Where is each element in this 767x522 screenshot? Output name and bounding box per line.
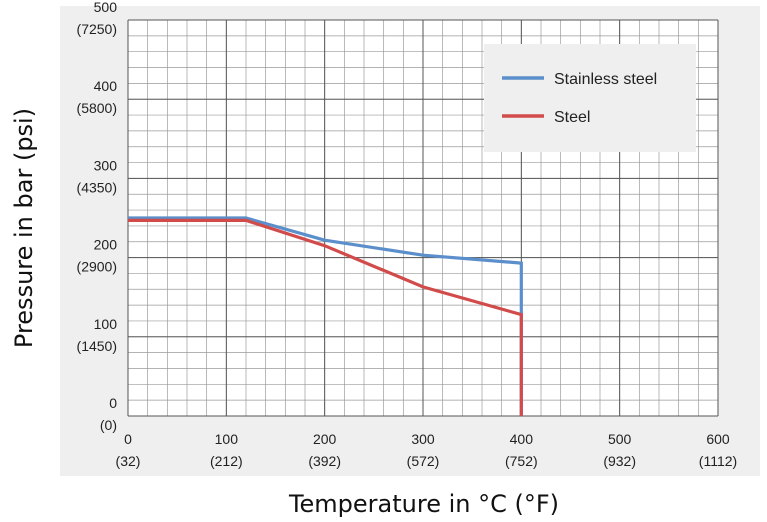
legend-box bbox=[484, 44, 696, 152]
y-axis-title: Pressure in bar (psi) bbox=[10, 108, 38, 348]
y-axis-tick-labels: 0 (0) 100 (1450) 200 (2900) 300 (4350) 400 (5800)… bbox=[77, 0, 118, 433]
x-tick-label: 0 bbox=[124, 431, 132, 447]
y-tick-label: 100 bbox=[94, 316, 118, 332]
x-tick-sublabel: (1112) bbox=[699, 453, 737, 469]
series-lines bbox=[128, 216, 523, 416]
y-tick-sublabel: (2900) bbox=[77, 259, 117, 275]
series-line-stainless-steel bbox=[128, 216, 523, 416]
y-tick-sublabel: (4350) bbox=[77, 179, 117, 195]
y-tick-label: 300 bbox=[94, 157, 118, 173]
x-axis-title: Temperature in °C (°F) bbox=[288, 490, 559, 518]
x-tick-label: 600 bbox=[706, 431, 730, 447]
series-line-steel bbox=[128, 218, 523, 416]
x-tick-sublabel: (572) bbox=[407, 453, 440, 469]
x-tick-sublabel: (32) bbox=[116, 453, 141, 469]
y-tick-label: 400 bbox=[94, 78, 118, 94]
x-tick-sublabel: (932) bbox=[603, 453, 636, 469]
x-tick-label: 500 bbox=[608, 431, 632, 447]
y-tick-label: 500 bbox=[94, 0, 118, 15]
y-tick-label: 0 bbox=[109, 395, 117, 411]
x-tick-label: 300 bbox=[411, 431, 435, 447]
legend-label-stainless-steel: Stainless steel bbox=[554, 71, 657, 88]
y-tick-sublabel: (0) bbox=[100, 417, 117, 433]
legend: Stainless steel Steel bbox=[484, 44, 696, 152]
x-tick-sublabel: (212) bbox=[210, 453, 243, 469]
x-tick-label: 100 bbox=[215, 431, 239, 447]
y-tick-sublabel: (5800) bbox=[77, 100, 117, 116]
x-tick-label: 400 bbox=[510, 431, 534, 447]
x-axis-tick-labels: 0 (32) 100 (212) 200 (392) 300 (572) 400 (752) 500… bbox=[116, 431, 738, 469]
x-tick-sublabel: (752) bbox=[505, 453, 538, 469]
x-tick-label: 200 bbox=[313, 431, 337, 447]
y-tick-sublabel: (1450) bbox=[77, 338, 117, 354]
legend-label-steel: Steel bbox=[554, 109, 590, 126]
x-tick-sublabel: (392) bbox=[308, 453, 341, 469]
y-tick-label: 200 bbox=[94, 237, 118, 253]
y-tick-sublabel: (7250) bbox=[77, 21, 117, 37]
